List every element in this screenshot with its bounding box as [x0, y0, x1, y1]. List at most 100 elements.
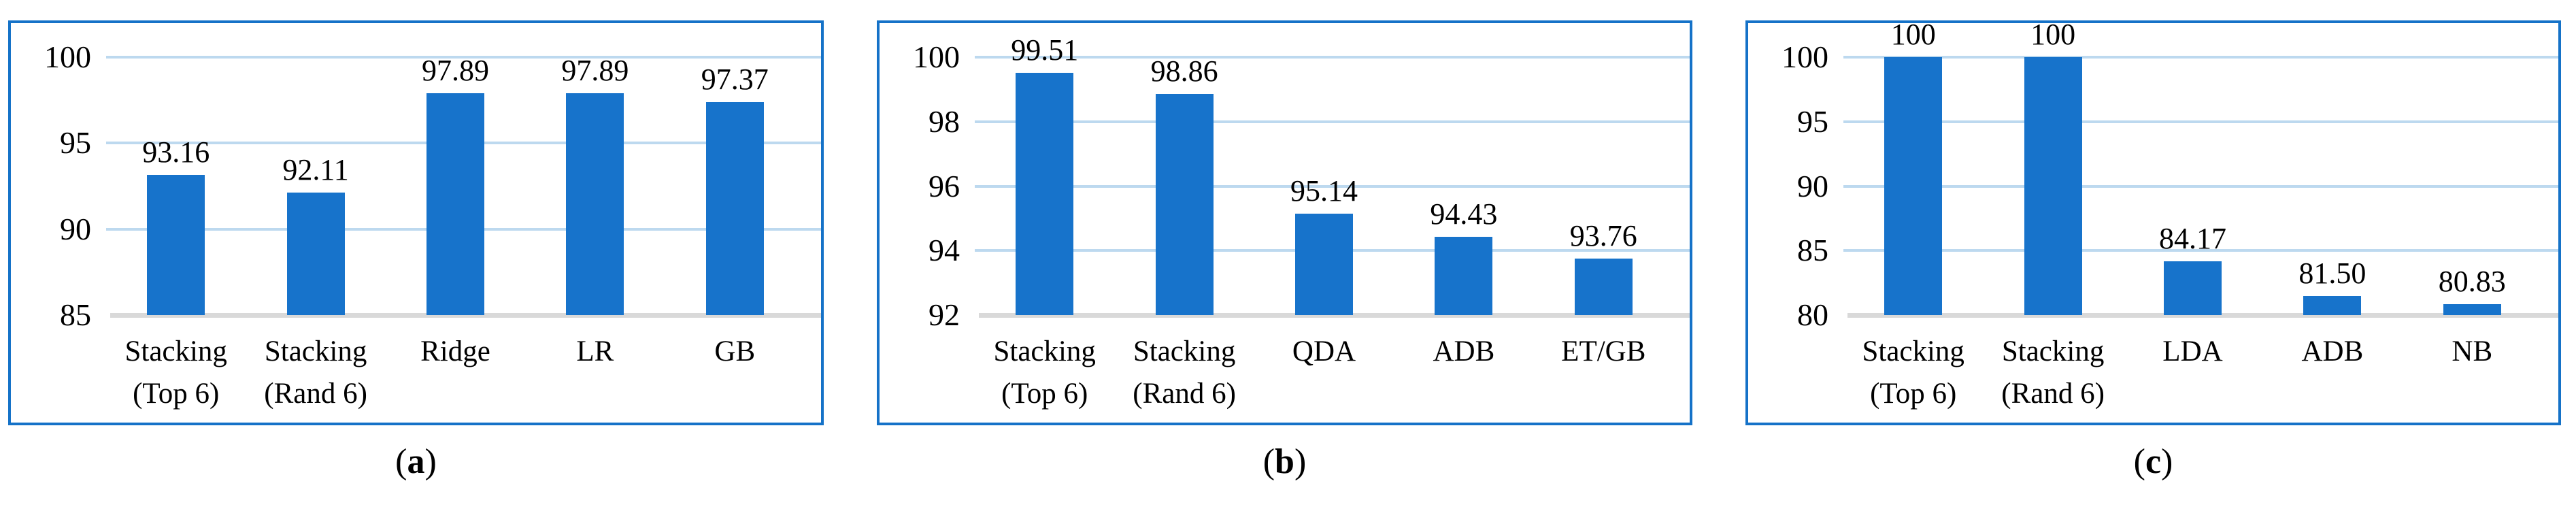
y-tick-label: 94: [929, 233, 960, 268]
bar-value-label: 95.14: [1290, 174, 1358, 208]
x-category-label: GB: [660, 331, 810, 373]
gridline: [975, 184, 1690, 188]
x-category-line: ET/GB: [1561, 335, 1646, 367]
x-category-line: Stacking: [264, 335, 367, 367]
bar: [1435, 236, 1493, 315]
x-category-line: (Top 6): [1001, 378, 1088, 410]
x-category-line: NB: [2452, 335, 2493, 367]
x-category-line: Stacking: [2001, 335, 2105, 367]
bar: [2024, 57, 2082, 315]
caption-close-paren: ): [2161, 442, 2173, 481]
x-category-line: ADB: [2301, 335, 2364, 367]
bar: [147, 174, 205, 315]
x-category-label: Stacking (Top 6): [969, 331, 1120, 415]
x-category-label: NB: [2397, 331, 2547, 373]
bar-value-label: 99.51: [1011, 33, 1079, 67]
y-tick-label: 100: [1782, 39, 1828, 74]
y-tick-label: 98: [929, 103, 960, 139]
caption-c: (c): [2134, 442, 2173, 482]
chart-a-wrap: 100 95 90 85 93.16 Stacking (Top 6) 92.11 Stacki…: [8, 20, 824, 482]
gridline: [975, 120, 1690, 123]
x-category-label: Stacking (Rand 6): [1109, 331, 1259, 415]
x-axis-baseline: [110, 313, 821, 318]
x-category-line: ADB: [1433, 335, 1495, 367]
chart-panel-c: 100 95 90 85 80 100 Stacking (Top 6) 100 Stacking…: [1745, 18, 2561, 425]
x-category-line: Stacking: [1862, 335, 1964, 367]
caption-a: (a): [395, 442, 437, 482]
bar: [2443, 304, 2501, 315]
x-category-line: (Rand 6): [1133, 378, 1236, 410]
bar-value-label: 93.76: [1569, 218, 1637, 252]
x-category-line: (Top 6): [1870, 378, 1957, 410]
x-category-line: Stacking: [993, 335, 1096, 367]
y-tick-label: 95: [60, 125, 91, 161]
y-tick-label: 92: [929, 297, 960, 332]
caption-close-paren: ): [424, 442, 437, 481]
chart-c-wrap: 100 95 90 85 80 100 Stacking (Top 6) 100 Stacking…: [1745, 18, 2561, 482]
chart-panel-a: 100 95 90 85 93.16 Stacking (Top 6) 92.11 Stacki…: [8, 20, 824, 425]
y-tick-label: 90: [1797, 168, 1828, 203]
gridline: [106, 56, 821, 59]
x-category-line: LR: [576, 335, 614, 367]
bar-value-label: 84.17: [2159, 221, 2226, 255]
x-category-label: Ridge: [380, 331, 531, 373]
y-tick-label: 100: [44, 39, 91, 74]
bar: [566, 93, 624, 315]
bar-value-label: 94.43: [1430, 197, 1498, 231]
caption-open-paren: (: [395, 442, 407, 481]
chart-b-wrap: 100 98 96 94 92 99.51 Stacking (Top 6) 98.86 Stac…: [877, 20, 1692, 482]
gridline: [975, 56, 1690, 59]
bar-value-label: 100: [1890, 18, 1936, 51]
y-tick-label: 95: [1797, 103, 1828, 139]
x-category-label: LDA: [2118, 331, 2268, 373]
y-tick-label: 100: [913, 39, 960, 74]
x-category-line: QDA: [1292, 335, 1356, 367]
plot-area: 100 95 90 85 93.16 Stacking (Top 6) 92.11 Stacki…: [11, 23, 821, 423]
x-category-line: Stacking: [124, 335, 227, 367]
bar-value-label: 97.89: [422, 54, 489, 88]
gridline: [1843, 120, 2558, 123]
x-category-line: Stacking: [1133, 335, 1236, 367]
gridline: [1843, 184, 2558, 188]
y-tick-label: 90: [60, 211, 91, 246]
x-axis-baseline: [1847, 313, 2558, 318]
bar: [1574, 258, 1633, 315]
bar: [1884, 57, 1943, 315]
x-category-line: (Top 6): [133, 378, 220, 410]
y-tick-label: 96: [929, 168, 960, 203]
caption-close-paren: ): [1294, 442, 1307, 481]
x-category-line: (Rand 6): [2001, 378, 2105, 410]
caption-b: (b): [1263, 442, 1307, 482]
bar: [426, 93, 484, 315]
y-tick-label: 80: [1797, 297, 1828, 332]
bar: [705, 102, 764, 315]
caption-open-paren: (: [2133, 442, 2145, 481]
bar-value-label: 100: [2030, 18, 2076, 51]
x-category-label: LR: [520, 331, 670, 373]
gridline: [1843, 249, 2558, 252]
bar-value-label: 98.86: [1150, 54, 1218, 88]
plot-area: 100 98 96 94 92 99.51 Stacking (Top 6) 98.86 Stac…: [880, 23, 1690, 423]
x-category-label: QDA: [1249, 331, 1399, 373]
bar: [2303, 295, 2362, 315]
x-category-line: (Rand 6): [264, 378, 367, 410]
x-axis-baseline: [979, 313, 1690, 318]
caption-letter: a: [407, 442, 425, 481]
figure-root: 100 95 90 85 93.16 Stacking (Top 6) 92.11 Stacki…: [8, 18, 2561, 482]
bar-value-label: 80.83: [2438, 265, 2506, 299]
caption-letter: c: [2145, 442, 2162, 481]
x-category-label: Stacking (Rand 6): [240, 331, 390, 415]
x-category-label: ET/GB: [1528, 331, 1679, 373]
caption-letter: b: [1275, 442, 1294, 481]
x-category-line: GB: [714, 335, 756, 367]
x-category-label: Stacking (Top 6): [101, 331, 251, 415]
gridline: [1843, 56, 2558, 59]
bar-value-label: 92.11: [282, 153, 349, 187]
x-category-label: Stacking (Rand 6): [1977, 331, 2128, 415]
y-tick-label: 85: [1797, 233, 1828, 268]
y-tick-label: 85: [60, 297, 91, 332]
plot-area: 100 95 90 85 80 100 Stacking (Top 6) 100 Stacking…: [1748, 18, 2558, 423]
bar: [1016, 73, 1074, 315]
caption-open-paren: (: [1262, 442, 1275, 481]
bar: [286, 193, 345, 315]
